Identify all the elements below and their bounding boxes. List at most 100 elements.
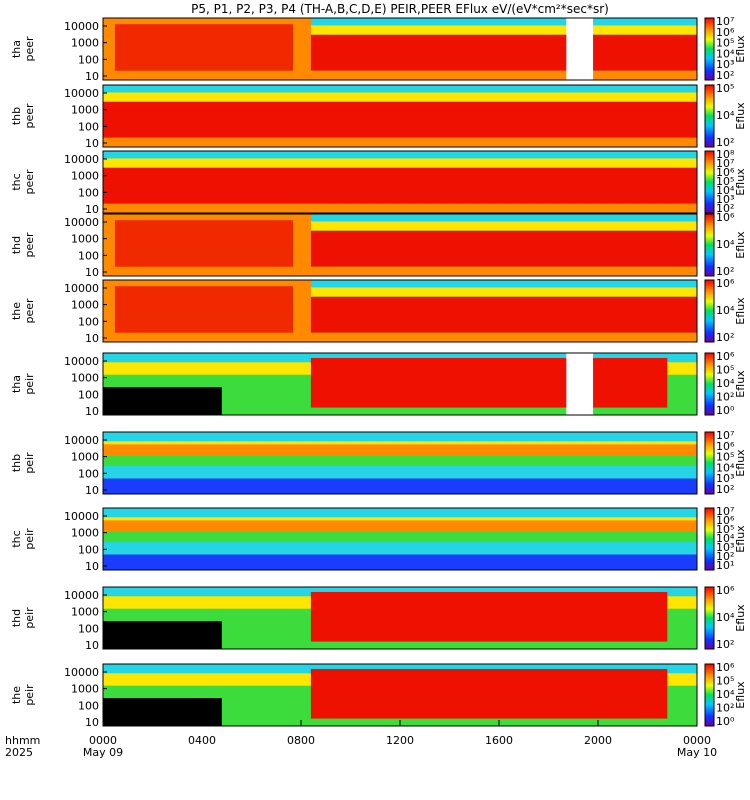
- band-high: [103, 587, 697, 597]
- ytick-label: 10: [85, 405, 99, 418]
- colorbar-tick: 10⁴: [716, 532, 735, 545]
- panel-ylabel-2: peir: [23, 684, 36, 706]
- early-core: [114, 286, 294, 333]
- colorbar-tick: 10⁰: [716, 715, 735, 728]
- panel-ylabel-2: peer: [23, 36, 36, 62]
- panel-frame: [102, 352, 698, 416]
- band-core: [310, 668, 668, 719]
- band-low: [103, 70, 697, 80]
- panel-9: 10 100 1000 10000 thd peir 10² 10⁴ 10⁶ Eflux: [10, 584, 747, 652]
- ytick-label: 10000: [64, 282, 99, 295]
- colorbar-tick: 10⁶: [716, 26, 735, 39]
- colorbar-tick: 10⁶: [716, 584, 735, 597]
- panel-frame: [102, 507, 698, 571]
- xaxis-row2-label: 2025: [5, 746, 33, 759]
- colorbar: [704, 507, 715, 571]
- colorbar-label: Eflux: [734, 297, 747, 325]
- ytick-label: 10: [85, 70, 99, 83]
- colorbar-tick: 10⁵: [716, 523, 734, 536]
- ytick-label: 1000: [71, 683, 99, 696]
- ytick-label: 1000: [71, 170, 99, 183]
- ytick-label: 1000: [71, 451, 99, 464]
- ytick-label: 10: [85, 332, 99, 345]
- band-low: [103, 554, 697, 570]
- xtick-label: 0000: [683, 734, 711, 747]
- panel-ylabel: thd: [10, 236, 23, 254]
- colorbar-tick: 10²: [716, 550, 734, 563]
- colorbar-tick: 10³: [716, 58, 734, 71]
- colorbar: [704, 17, 715, 81]
- panel-ylabel: thd: [10, 609, 23, 627]
- panel-ylabel-2: peer: [23, 298, 36, 324]
- colorbar-tick: 10⁸: [716, 148, 735, 161]
- band-low: [103, 621, 222, 649]
- colorbar-tick: 10⁷: [716, 15, 734, 28]
- panel-ylabel-2: peir: [23, 373, 36, 395]
- colorbar-tick: 10⁴: [716, 184, 735, 197]
- ytick-label: 10: [85, 716, 99, 729]
- ytick-label: 100: [78, 699, 99, 712]
- colorbar-tick: 10²: [716, 69, 734, 82]
- colorbar-label: Eflux: [734, 604, 747, 632]
- colorbar-tick: 10⁰: [716, 404, 735, 417]
- colorbar-tick: 10⁵: [716, 37, 734, 50]
- colorbar-tick: 10⁷: [716, 157, 734, 170]
- band-low: [103, 203, 697, 213]
- xtick-label: 1600: [485, 734, 513, 747]
- panel-frame: [102, 431, 698, 495]
- colorbar: [704, 663, 715, 727]
- xtick-label: 0000: [89, 734, 117, 747]
- panel-4: 10 100 1000 10000 thd peer 10² 10⁴ 10⁶ Eflux: [10, 211, 747, 279]
- colorbar-tick: 10²: [716, 265, 734, 278]
- date-label-start: May 09: [83, 746, 123, 759]
- ytick-label: 10000: [64, 153, 99, 166]
- colorbar-tick: 10²: [716, 331, 734, 344]
- panel-ylabel-2: peer: [23, 169, 36, 195]
- colorbar-label: Eflux: [734, 35, 747, 63]
- xtick-label: 1200: [386, 734, 414, 747]
- colorbar: [704, 586, 715, 650]
- ytick-label: 100: [78, 53, 99, 66]
- band-high: [103, 508, 697, 518]
- colorbar-tick: 10⁶: [716, 350, 735, 363]
- colorbar-label: Eflux: [734, 370, 747, 398]
- colorbar: [704, 150, 715, 214]
- colorbar-tick: 10⁴: [716, 611, 735, 624]
- ytick-label: 100: [78, 186, 99, 199]
- ytick-label: 10: [85, 639, 99, 652]
- colorbar-tick: 10³: [716, 541, 734, 554]
- band-high: [103, 18, 697, 26]
- panel-ylabel: thc: [10, 173, 23, 190]
- ytick-label: 1000: [71, 104, 99, 117]
- ytick-label: 1000: [71, 606, 99, 619]
- panel-ylabel-2: peer: [23, 103, 36, 129]
- ytick-label: 100: [78, 249, 99, 262]
- xaxis-row1-label: hhmm: [5, 734, 40, 747]
- colorbar-label: Eflux: [734, 102, 747, 130]
- colorbar-tick: 10⁶: [716, 277, 735, 290]
- ytick-label: 100: [78, 315, 99, 328]
- ytick-label: 10000: [64, 666, 99, 679]
- panel-frame: [102, 150, 698, 214]
- panel-3: 10 100 1000 10000 thc peer 10²10³10⁴10⁵10⁶10⁷1…: [10, 148, 747, 216]
- colorbar-label: Eflux: [734, 168, 747, 196]
- panel-ylabel: thb: [10, 454, 23, 472]
- colorbar-label: Eflux: [734, 525, 747, 553]
- panel-ylabel: tha: [10, 375, 23, 393]
- colorbar-tick: 10²: [716, 391, 734, 404]
- colorbar-tick: 10³: [716, 472, 734, 485]
- ytick-label: 10000: [64, 87, 99, 100]
- colorbar-tick: 10⁴: [716, 238, 735, 251]
- colorbar-tick: 10⁶: [716, 440, 735, 453]
- colorbar: [704, 279, 715, 343]
- colorbar-tick: 10⁴: [716, 109, 735, 122]
- band-mid: [103, 158, 697, 168]
- early-core: [114, 24, 294, 71]
- colorbar-tick: 10²: [716, 202, 734, 215]
- colorbar-tick: 10⁶: [716, 211, 735, 224]
- ytick-label: 10: [85, 560, 99, 573]
- ytick-label: 100: [78, 467, 99, 480]
- panel-frame: [102, 586, 698, 650]
- colorbar-tick: 10⁴: [716, 688, 735, 701]
